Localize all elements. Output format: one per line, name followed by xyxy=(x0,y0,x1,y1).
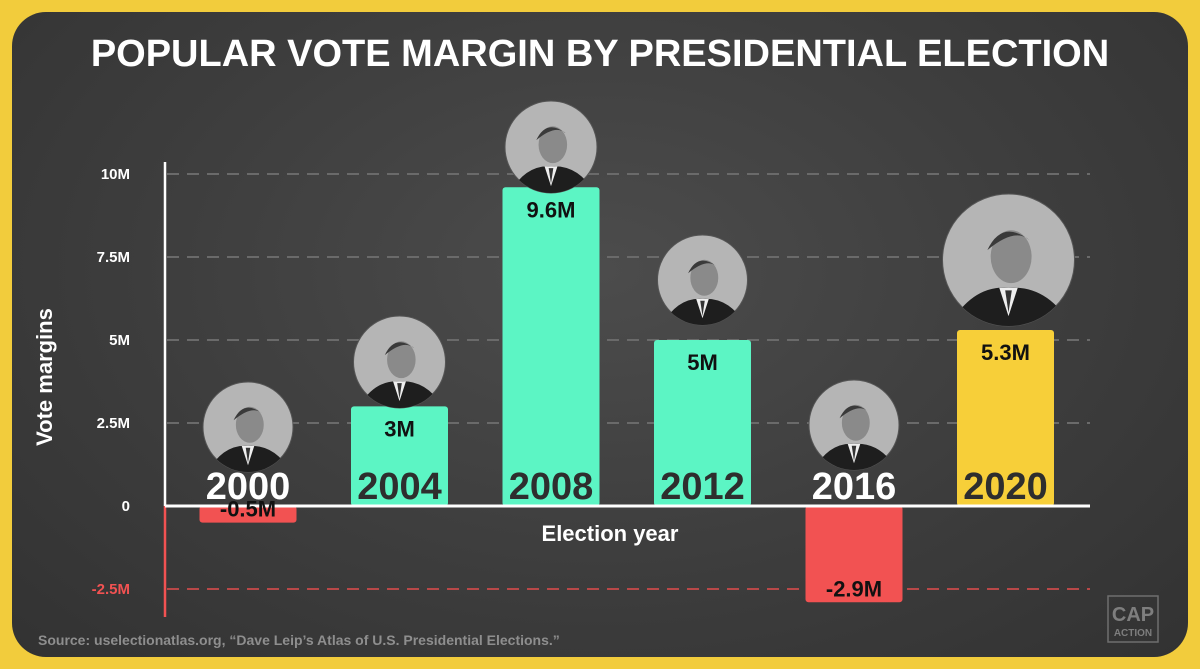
y-tick-label: 10M xyxy=(101,166,130,183)
value-label-2000: -0.5M xyxy=(220,497,276,522)
year-label-2008: 2008 xyxy=(509,466,594,508)
bar-2016 xyxy=(805,506,903,603)
value-label-2004: 3M xyxy=(384,416,415,441)
y-tick-label: 7.5M xyxy=(97,249,130,266)
face-shape xyxy=(235,406,264,443)
portrait-figure xyxy=(358,341,444,408)
bar-2012 xyxy=(654,340,751,506)
portrait-figure xyxy=(813,404,897,470)
y-tick-labels: -2.5M 0 2.5M 5M 7.5M 10M xyxy=(92,166,130,598)
person-2012-portrait xyxy=(657,234,748,326)
tie-shape xyxy=(1005,290,1012,313)
hair-shape xyxy=(233,407,263,421)
hair-shape xyxy=(688,260,717,274)
hair-shape xyxy=(839,405,869,419)
chart-title: POPULAR VOTE MARGIN BY PRESIDENTIAL ELEC… xyxy=(91,33,1109,75)
y-tick-label: -2.5M xyxy=(92,581,130,598)
portrait-figure xyxy=(509,126,595,193)
axes xyxy=(163,162,1090,617)
source-note: Source: uselectionatlas.org, “Dave Leip’… xyxy=(38,632,560,648)
year-label-2020: 2020 xyxy=(963,466,1048,508)
face-shape xyxy=(538,126,568,164)
x-axis-title: Election year xyxy=(542,521,679,546)
hair-shape xyxy=(536,127,566,141)
face-shape xyxy=(841,404,870,441)
year-label-2000: 2000 xyxy=(206,466,291,508)
cap-action-logo: CAP ACTION xyxy=(1107,595,1159,643)
face-shape xyxy=(690,259,719,296)
portrait-figure xyxy=(949,230,1072,326)
bar-2020 xyxy=(957,330,1054,506)
bar-2000 xyxy=(199,506,297,523)
tie-shape xyxy=(700,300,705,316)
hair-shape xyxy=(384,342,415,356)
value-label-2016: -2.9M xyxy=(826,576,882,601)
portraits xyxy=(202,100,1075,473)
face-shape xyxy=(387,341,416,379)
bars xyxy=(199,187,1054,603)
person-2000-portrait xyxy=(202,381,294,473)
person-2008-portrait xyxy=(504,100,598,194)
tie-shape xyxy=(245,447,251,463)
y-tick-label: 0 xyxy=(122,498,130,515)
chart-board: POPULAR VOTE MARGIN BY PRESIDENTIAL ELEC… xyxy=(12,12,1188,657)
bar-2008 xyxy=(502,187,600,506)
tie-shape xyxy=(397,383,402,399)
year-label-2012: 2012 xyxy=(660,466,745,508)
value-label-2012: 5M xyxy=(687,350,718,375)
tie-shape xyxy=(548,168,554,184)
face-shape xyxy=(990,230,1032,284)
year-label-2016: 2016 xyxy=(812,466,897,508)
grid-lines xyxy=(167,173,1090,590)
bar-2004 xyxy=(351,406,448,506)
person-2020-portrait xyxy=(942,193,1075,327)
year-label-2004: 2004 xyxy=(357,466,442,508)
tie-shape xyxy=(851,445,857,461)
value-label-2008: 9.6M xyxy=(527,197,576,222)
person-2016-portrait xyxy=(808,379,900,471)
y-axis-title: Vote margins xyxy=(32,308,57,446)
logo-line1: CAP xyxy=(1112,604,1154,626)
logo-line2: ACTION xyxy=(1114,628,1152,639)
y-tick-label: 2.5M xyxy=(97,415,130,432)
portrait-figure xyxy=(662,259,746,325)
person-2004-portrait xyxy=(353,315,446,409)
bar-chart: POPULAR VOTE MARGIN BY PRESIDENTIAL ELEC… xyxy=(32,33,1159,648)
hair-shape xyxy=(987,231,1030,251)
y-tick-label: 5M xyxy=(109,332,130,349)
portrait-figure xyxy=(207,406,291,472)
value-label-2020: 5.3M xyxy=(981,340,1030,365)
